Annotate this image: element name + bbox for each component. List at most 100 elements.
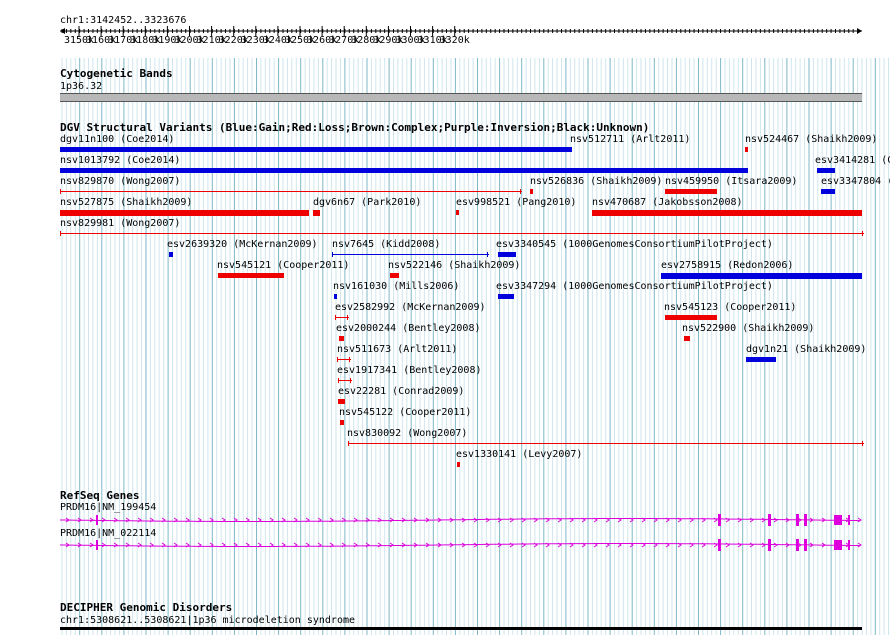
dgv-feature-label[interactable]: esv2758915 (Redon2006) [661,260,794,271]
dgv-feature-label[interactable]: nsv512711 (Arlt2011) [570,134,691,145]
dgv-feature-label[interactable]: esv1917341 (Bentley2008) [337,365,482,376]
dgv-feature-label[interactable]: nsv1013792 (Coe2014) [60,155,181,166]
dgv-feature-glyph[interactable] [592,210,862,216]
dgv-feature-glyph[interactable] [456,210,459,215]
decipher-entry-label[interactable]: chr1:5308621..5308621|1p36 microdeletion… [60,615,356,626]
dgv-feature-label[interactable]: nsv545121 (Cooper2011) [217,260,350,271]
dgv-feature-glyph[interactable] [338,380,352,381]
dgv-feature-label[interactable]: esv3414281 (Coe2014) [815,155,890,166]
dgv-feature-glyph[interactable] [334,294,337,299]
dgv-feature-label[interactable]: nsv522900 (Shaikh2009) [682,323,815,334]
ruler-tick-label: 3320k [439,35,470,46]
decipher-track-title: DECIPHER Genomic Disorders [60,601,233,614]
dgv-feature-label[interactable]: nsv524467 (Shaikh2009) [745,134,878,145]
ruler-tick-label: 3290k [373,35,404,46]
dgv-feature-label[interactable]: nsv830092 (Wong2007) [347,428,468,439]
dgv-feature-glyph[interactable] [60,168,748,173]
dgv-feature-glyph[interactable] [348,443,864,444]
dgv-feature-glyph[interactable] [817,168,835,173]
cytogenetic-band-label: 1p36.32 [60,81,103,92]
dgv-feature-glyph[interactable] [457,462,460,467]
dgv-feature-label[interactable]: nsv511673 (Arlt2011) [337,344,458,355]
ruler-tick-label: 3200k [174,35,205,46]
dgv-feature-glyph[interactable] [498,252,516,257]
decipher-entry-glyph[interactable] [60,627,862,630]
dgv-feature-glyph[interactable] [821,189,835,194]
dgv-feature-glyph[interactable] [684,336,690,341]
dgv-feature-glyph[interactable] [60,210,309,216]
dgv-feature-label[interactable]: nsv545122 (Cooper2011) [339,407,472,418]
ruler-tick-label: 3250k [284,35,316,46]
dgv-feature-glyph[interactable] [60,191,522,192]
dgv-feature-label[interactable]: esv998521 (Pang2010) [456,197,577,208]
dgv-feature-label[interactable]: esv2582992 (McKernan2009) [335,302,486,313]
dgv-feature-glyph[interactable] [337,359,351,360]
dgv-feature-glyph[interactable] [169,252,173,257]
dgv-feature-glyph[interactable] [60,147,570,152]
dgv-feature-glyph[interactable] [335,317,349,318]
dgv-feature-label[interactable]: nsv161030 (Mills2006) [333,281,460,292]
dgv-feature-label[interactable]: esv2639320 (McKernan2009) [167,239,318,250]
dgv-feature-glyph[interactable] [390,273,399,278]
dgv-feature-label[interactable]: nsv7645 (Kidd2008) [332,239,441,250]
ruler-tick-label: 3280k [351,35,382,46]
ruler-tick-label: 3150k [63,35,95,46]
dgv-track-title: DGV Structural Variants (Blue:Gain;Red:L… [60,121,650,134]
cytogenetic-bands-title: Cytogenetic Bands [60,67,173,80]
dgv-feature-label[interactable]: esv1330141 (Levy2007) [456,449,583,460]
dgv-feature-glyph[interactable] [338,399,345,404]
dgv-feature-glyph[interactable] [665,315,717,320]
refseq-transcript-label-1[interactable]: PRDM16|NM_199454 [60,502,157,513]
dgv-feature-label[interactable]: esv2000244 (Bentley2008) [336,323,481,334]
dgv-feature-label[interactable]: nsv522146 (Shaikh2009) [388,260,521,271]
ruler-tick-label: 3240k [262,35,293,46]
dgv-feature-label[interactable]: nsv545123 (Cooper2011) [664,302,797,313]
dgv-feature-glyph[interactable] [313,210,320,216]
dgv-feature-label[interactable]: dgv1n21 (Shaikh2009) [746,344,867,355]
ruler-tick-label: 3260k [307,35,338,46]
ruler-tick-label: 3170k [108,35,139,46]
dgv-feature-glyph[interactable] [60,233,864,234]
ruler-tick-label: 3270k [329,35,360,46]
ruler-axis [60,26,862,36]
dgv-feature-glyph[interactable] [530,189,533,194]
ruler-range-label: chr1:3142452..3323676 [60,15,187,26]
ruler-tick-label: 3300k [395,35,426,46]
dgv-feature-glyph[interactable] [745,147,748,152]
dgv-feature-glyph[interactable] [218,273,284,278]
ruler-tick-label: 3190k [152,35,183,46]
refseq-track-title: RefSeq Genes [60,489,140,502]
ruler-tick-label: 3220k [218,35,249,46]
dgv-feature-label[interactable]: esv3340545 (1000GenomesConsortiumPilotPr… [496,239,773,250]
dgv-feature-glyph[interactable] [332,254,489,255]
dgv-feature-label[interactable]: nsv829870 (Wong2007) [60,176,181,187]
dgv-feature-glyph[interactable] [665,189,717,194]
dgv-feature-label[interactable]: dgv6n67 (Park2010) [313,197,422,208]
ruler-tick-label: 3180k [130,35,161,46]
ruler-tick-label: 3160k [86,35,117,46]
dgv-feature-label[interactable]: nsv829981 (Wong2007) [60,218,181,229]
dgv-feature-glyph[interactable] [340,420,344,425]
ruler-tick-label: 3230k [240,35,271,46]
dgv-feature-glyph[interactable] [339,336,344,341]
ruler-tick-label: 3210k [196,35,227,46]
dgv-feature-label[interactable]: nsv459950 (Itsara2009) [665,176,798,187]
dgv-feature-glyph[interactable] [498,294,514,299]
cytogenetic-band-glyph[interactable] [60,93,862,102]
dgv-feature-glyph[interactable] [568,147,572,152]
refseq-transcript-label-2[interactable]: PRDM16|NM_022114 [60,528,157,539]
dgv-feature-label[interactable]: dgv11n100 (Coe2014) [60,134,175,145]
dgv-feature-glyph[interactable] [661,273,862,279]
dgv-feature-label[interactable]: nsv527875 (Shaikh2009) [60,197,193,208]
dgv-feature-label[interactable]: esv3347804 (1000GenomesConsortiumPilotPr… [821,176,890,187]
dgv-feature-label[interactable]: nsv470687 (Jakobsson2008) [592,197,743,208]
dgv-feature-glyph[interactable] [746,357,776,362]
ruler-tick-label: 3310k [417,35,448,46]
dgv-feature-label[interactable]: nsv526836 (Shaikh2009) [530,176,663,187]
dgv-feature-label[interactable]: esv22281 (Conrad2009) [338,386,465,397]
dgv-feature-label[interactable]: esv3347294 (1000GenomesConsortiumPilotPr… [496,281,773,292]
